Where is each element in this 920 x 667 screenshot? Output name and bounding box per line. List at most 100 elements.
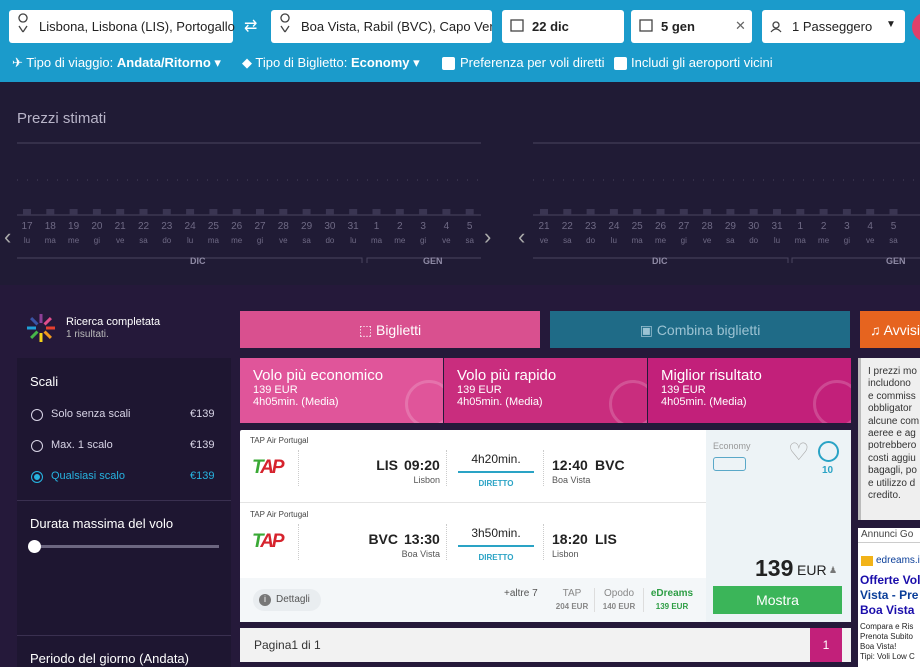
day-label[interactable]: 25 xyxy=(631,221,643,232)
tab[interactable]: ▣ Combina biglietti xyxy=(550,311,850,348)
favorite-icon[interactable]: ♡ xyxy=(788,439,810,466)
passengers-input[interactable]: 1 Passeggero ▼ xyxy=(762,10,905,43)
trip-type[interactable]: ✈ Tipo di viaggio: Andata/Ritorno ▾ xyxy=(12,55,221,70)
day-label[interactable]: 23 xyxy=(585,221,597,232)
more-providers[interactable]: +altre 7 xyxy=(504,588,538,599)
filters-panel xyxy=(17,358,231,667)
price-bar xyxy=(842,209,851,215)
ticket-type[interactable]: ◆ Tipo di Biglietto: Economy ▾ xyxy=(242,55,420,70)
day-label[interactable]: 4 xyxy=(443,221,450,232)
provider-price[interactable]: 204 EUR xyxy=(555,602,589,611)
ad-title[interactable]: Vista - Pre xyxy=(860,588,919,602)
avatar[interactable] xyxy=(912,12,920,42)
origin-code: BVC xyxy=(368,531,398,547)
radio[interactable] xyxy=(31,409,43,421)
depart-input[interactable]: 22 dic xyxy=(502,10,624,43)
prev-arrow[interactable]: ‹ xyxy=(518,224,525,249)
return-input[interactable]: 5 gen ✕ xyxy=(631,10,752,43)
pin-icon xyxy=(18,13,28,33)
ad-title[interactable]: Boa Vista xyxy=(860,603,915,617)
stop-option[interactable]: Max. 1 scalo xyxy=(51,439,113,451)
pagination-label: Pagina1 di 1 xyxy=(254,638,321,652)
provider-name[interactable]: TAP xyxy=(562,588,582,599)
day-label[interactable]: 29 xyxy=(301,221,313,232)
provider-name[interactable]: eDreams xyxy=(650,588,694,599)
details-button[interactable]: Dettagli xyxy=(253,589,321,611)
day-label[interactable]: 24 xyxy=(184,221,196,232)
duration-title: Durata massima del volo xyxy=(30,516,174,531)
nearby-label[interactable]: Includi gli aeroporti vicini xyxy=(631,55,773,70)
input-icons xyxy=(18,13,782,33)
destination-input[interactable]: Boa Vista, Rabil (BVC), Capo Verde xyxy=(271,10,492,43)
swap-icon[interactable]: ⇄ xyxy=(244,18,258,35)
day-label[interactable]: 25 xyxy=(207,221,219,232)
clear-icon[interactable]: ✕ xyxy=(735,18,746,33)
summary-box[interactable]: Volo più rapido 139 EUR 4h05min. (Media) xyxy=(444,358,647,423)
prev-arrow[interactable]: ‹ xyxy=(4,224,11,249)
day-label[interactable]: 19 xyxy=(68,221,80,232)
day-label[interactable]: 24 xyxy=(608,221,620,232)
weekday-label: do xyxy=(586,236,596,245)
summary-time: 4h05min. (Media) xyxy=(661,396,747,408)
price-bar xyxy=(773,209,781,215)
price-bar xyxy=(209,209,218,215)
day-label[interactable]: 27 xyxy=(254,221,266,232)
day-label[interactable]: 5 xyxy=(466,221,473,232)
stop-option[interactable]: Solo senza scali xyxy=(51,408,131,420)
next-arrow[interactable]: › xyxy=(484,224,491,249)
summary-box[interactable]: Volo più economico 139 EUR 4h05min. (Media… xyxy=(240,358,443,423)
radio[interactable] xyxy=(31,440,43,452)
day-label[interactable]: 2 xyxy=(397,221,403,232)
duration-slider[interactable] xyxy=(34,545,219,548)
day-label[interactable]: 23 xyxy=(161,221,173,232)
direct-checkbox[interactable] xyxy=(442,57,455,70)
day-label[interactable]: 30 xyxy=(324,221,336,232)
origin-input[interactable]: Lisbona, Lisbona (LIS), Portogallo xyxy=(9,10,235,43)
provider-name[interactable]: Opodo xyxy=(603,588,635,599)
day-label[interactable]: 3 xyxy=(844,221,850,232)
day-label[interactable]: 31 xyxy=(771,221,783,232)
day-label[interactable]: 5 xyxy=(890,221,897,232)
price-bar xyxy=(609,209,618,215)
day-label[interactable]: 22 xyxy=(137,221,150,232)
day-label[interactable]: 28 xyxy=(701,221,713,232)
tab[interactable]: ⬚ Biglietti xyxy=(240,311,540,348)
day-label[interactable]: 27 xyxy=(678,221,690,232)
price-bar xyxy=(162,209,171,215)
day-label[interactable]: 21 xyxy=(538,221,550,232)
provider-price[interactable]: 140 EUR xyxy=(602,602,636,611)
day-label[interactable]: 2 xyxy=(820,221,827,232)
weekday-label: lu xyxy=(350,236,357,245)
day-label[interactable]: 31 xyxy=(347,221,359,232)
weekday-label: lu xyxy=(773,236,781,245)
day-label[interactable]: 26 xyxy=(231,221,243,232)
stop-option[interactable]: Qualsiasi scalo xyxy=(51,470,125,482)
ad-title[interactable]: Offerte Vol xyxy=(860,573,920,587)
day-label[interactable]: 20 xyxy=(91,221,103,232)
radio[interactable] xyxy=(31,471,43,483)
price-bar xyxy=(279,209,288,215)
day-label[interactable]: 30 xyxy=(748,221,760,232)
day-label[interactable]: 1 xyxy=(373,221,380,232)
provider-price[interactable]: 139 EUR xyxy=(655,602,689,611)
duration-line xyxy=(458,471,534,473)
day-label[interactable]: 21 xyxy=(114,221,126,232)
day-label[interactable]: 4 xyxy=(867,221,873,232)
nearby-checkbox[interactable] xyxy=(614,57,627,70)
trip-type-value: Andata/Ritorno xyxy=(116,55,211,70)
day-label[interactable]: 26 xyxy=(654,221,667,232)
day-label[interactable]: 28 xyxy=(277,221,289,232)
day-label[interactable]: 29 xyxy=(724,221,736,232)
day-label[interactable]: 3 xyxy=(420,221,426,232)
day-label[interactable]: 1 xyxy=(797,221,804,232)
price-bar xyxy=(679,209,688,215)
day-label[interactable]: 17 xyxy=(21,221,33,232)
slider-knob[interactable] xyxy=(28,540,41,553)
day-label[interactable]: 22 xyxy=(561,221,573,232)
show-button[interactable]: Mostra xyxy=(713,586,842,614)
day-label[interactable]: 18 xyxy=(44,221,56,232)
summary-box[interactable]: Miglior risultato 139 EUR 4h05min. (Media) xyxy=(648,358,851,423)
page-button[interactable]: 1 xyxy=(810,628,842,662)
tab[interactable]: ♫ Avvisi xyxy=(860,311,920,348)
direct-label[interactable]: Preferenza per voli diretti xyxy=(460,55,605,70)
